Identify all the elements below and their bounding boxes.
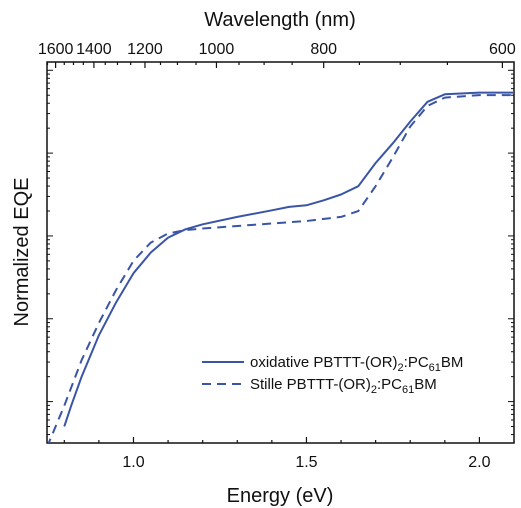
- legend-label-oxidative-end: BM: [441, 354, 464, 371]
- top-tick-label: 1000: [199, 41, 235, 58]
- legend-label-stille-sub1: 2: [371, 384, 377, 396]
- legend-label-stille-mid: :PC: [377, 376, 402, 393]
- legend-label-stille-end: BM: [414, 376, 437, 393]
- legend-label-stille-main: Stille PBTTT-(OR): [250, 376, 371, 393]
- legend-label-oxidative-main: oxidative PBTTT-(OR): [250, 354, 398, 371]
- plot-frame: [46, 61, 515, 444]
- x-axis-title: Energy (eV): [227, 485, 334, 507]
- legend-label-oxidative: oxidative PBTTT-(OR)2:PC61BM: [250, 354, 463, 374]
- right-axis-ticks: [508, 69, 514, 436]
- legend-label-oxidative-sub2: 61: [429, 362, 441, 374]
- top-tick-label: 600: [489, 41, 516, 58]
- series-line-stille: [47, 94, 514, 443]
- x-tick-label: 2.0: [468, 454, 490, 471]
- top-tick-label: 800: [310, 41, 337, 58]
- top-axis-ticks: 1600 1400 1200 1000 800 600: [38, 41, 516, 68]
- top-tick-label: 1400: [76, 41, 112, 58]
- legend-label-stille-sub2: 61: [402, 384, 414, 396]
- top-tick-label: 1600: [38, 41, 74, 58]
- legend-label-oxidative-mid: :PC: [404, 354, 429, 371]
- top-axis-title: Wavelength (nm): [204, 9, 356, 31]
- left-axis-ticks: [47, 69, 53, 436]
- x-tick-label: 1.5: [295, 454, 317, 471]
- x-tick-label: 1.0: [122, 454, 144, 471]
- series-lines: [47, 91, 514, 443]
- series-line-oxidative: [63, 91, 514, 427]
- legend-label-oxidative-sub1: 2: [398, 362, 404, 374]
- y-axis-title: Normalized EQE: [11, 178, 33, 327]
- bottom-axis-ticks: 1.0 1.5 2.0: [63, 437, 491, 471]
- legend-label-stille: Stille PBTTT-(OR)2:PC61BM: [250, 376, 437, 396]
- legend: oxidative PBTTT-(OR)2:PC61BM Stille PBTT…: [202, 354, 463, 396]
- top-tick-label: 1200: [127, 41, 163, 58]
